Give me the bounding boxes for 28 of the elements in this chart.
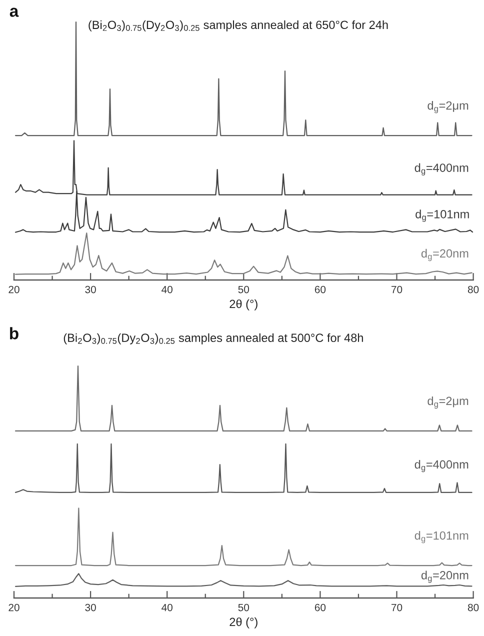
series-label: d$_{g}$=2μm — [428, 101, 468, 114]
series-label: d$_{g}$=101nm — [414, 531, 468, 544]
x-tick-label: 30 — [85, 286, 96, 294]
x-tick-label: 70 — [391, 604, 402, 612]
x-tick-label: 80 — [468, 604, 479, 612]
x-axis-title: 2θ (°) — [230, 299, 258, 310]
x-tick-label: 70 — [391, 286, 402, 294]
x-axis-title: 2θ (°) — [230, 617, 258, 628]
x-tick-label: 40 — [162, 604, 172, 612]
x-tick-label: 60 — [314, 286, 326, 294]
chart-title: (Bi$_{2}$O$_{3}$)$_{0.75}$(Dy$_{2}$O$_{3}$)$_{0.25}$ samples annealed at 650°C for 24h — [88, 20, 388, 32]
series-label: d$_{g}$=20nm — [421, 248, 468, 262]
series-label: d$_{g}$=20nm — [421, 570, 468, 583]
x-tick-label: 20 — [8, 604, 20, 612]
series-label: d$_{g}$=400nm — [414, 460, 468, 472]
x-tick-label: 80 — [468, 286, 479, 294]
series-label: d$_{g}$=400nm — [414, 163, 468, 176]
x-tick-label: 50 — [238, 286, 250, 294]
chart-title: (Bi$_{2}$O$_{3}$)$_{0.75}$(Dy$_{2}$O$_{3}$)$_{0.25}$ samples annealed at 500°C for 48h — [64, 333, 363, 344]
x-tick-label: 60 — [314, 604, 326, 612]
x-tick-label: 30 — [85, 604, 96, 612]
text: a — [10, 8, 19, 17]
x-tick-label: 20 — [8, 286, 20, 294]
x-tick-label: 40 — [162, 286, 172, 294]
series-label: d$_{g}$=101nm — [416, 210, 469, 222]
x-tick-label: 50 — [238, 604, 250, 612]
series-label: d$_{g}$=2μm — [428, 396, 468, 409]
text: b — [10, 327, 18, 340]
